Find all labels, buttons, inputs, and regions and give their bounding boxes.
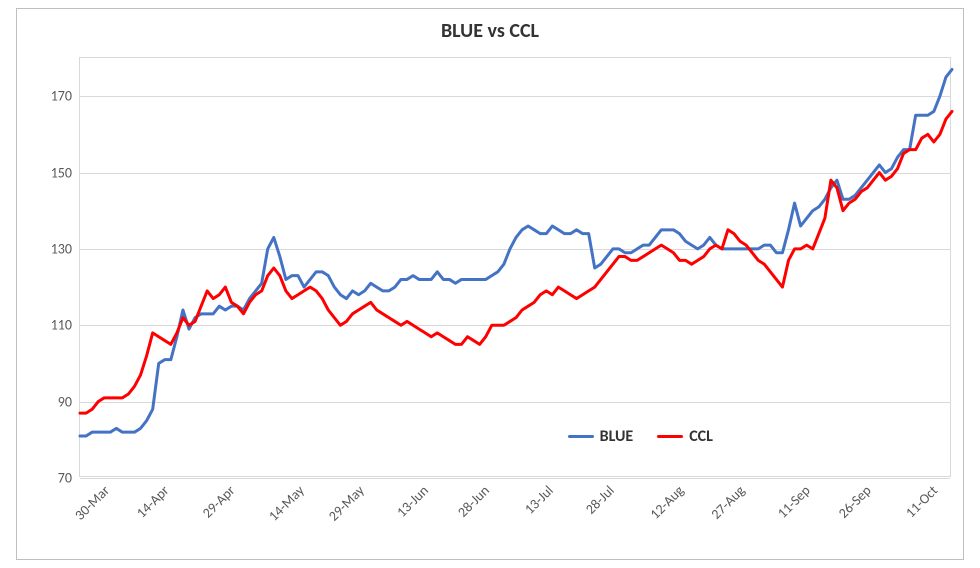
xtick-label: 29-May	[325, 482, 368, 525]
ytick-label: 150	[51, 164, 72, 181]
legend-item-ccl: CCL	[657, 427, 713, 446]
chart-lines	[80, 58, 950, 476]
chart-title: BLUE vs CCL	[17, 19, 963, 43]
xtick-label: 11-Sep	[774, 482, 814, 522]
xtick-label: 14-Apr	[133, 482, 172, 521]
xtick-label: 12-Aug	[647, 482, 688, 523]
ytick-label: 110	[51, 317, 72, 334]
legend-swatch-ccl	[657, 435, 683, 438]
legend-item-blue: BLUE	[568, 427, 634, 446]
xtick-label: 28-Jul	[582, 482, 618, 518]
ytick-label: 130	[51, 240, 72, 257]
xtick-label: 30-Mar	[71, 482, 113, 524]
ytick-label: 70	[58, 470, 72, 487]
ytick-label: 170	[51, 88, 72, 105]
xtick-label: 13-Jul	[521, 482, 557, 518]
xtick-label: 27-Aug	[707, 482, 748, 523]
series-blue-line	[80, 69, 952, 436]
xtick-label: 14-May	[265, 482, 308, 525]
legend-label-blue: BLUE	[600, 427, 634, 446]
xtick-label: 13-Jun	[393, 482, 432, 521]
xtick-label: 28-Jun	[454, 482, 493, 521]
xtick-label: 29-Apr	[199, 482, 238, 521]
legend: BLUE CCL	[560, 423, 721, 450]
xtick-label: 11-Oct	[902, 482, 941, 521]
ytick-label: 90	[58, 393, 72, 410]
chart-container: BLUE vs CCL 7090110130150170 30-Mar14-Ap…	[16, 8, 964, 560]
legend-swatch-blue	[568, 435, 594, 438]
legend-label-ccl: CCL	[689, 427, 713, 446]
xtick-label: 26-Sep	[835, 482, 875, 522]
plot-area: 7090110130150170 30-Mar14-Apr29-Apr14-Ma…	[79, 57, 951, 477]
series-ccl-line	[80, 111, 952, 413]
gridline	[80, 478, 950, 479]
